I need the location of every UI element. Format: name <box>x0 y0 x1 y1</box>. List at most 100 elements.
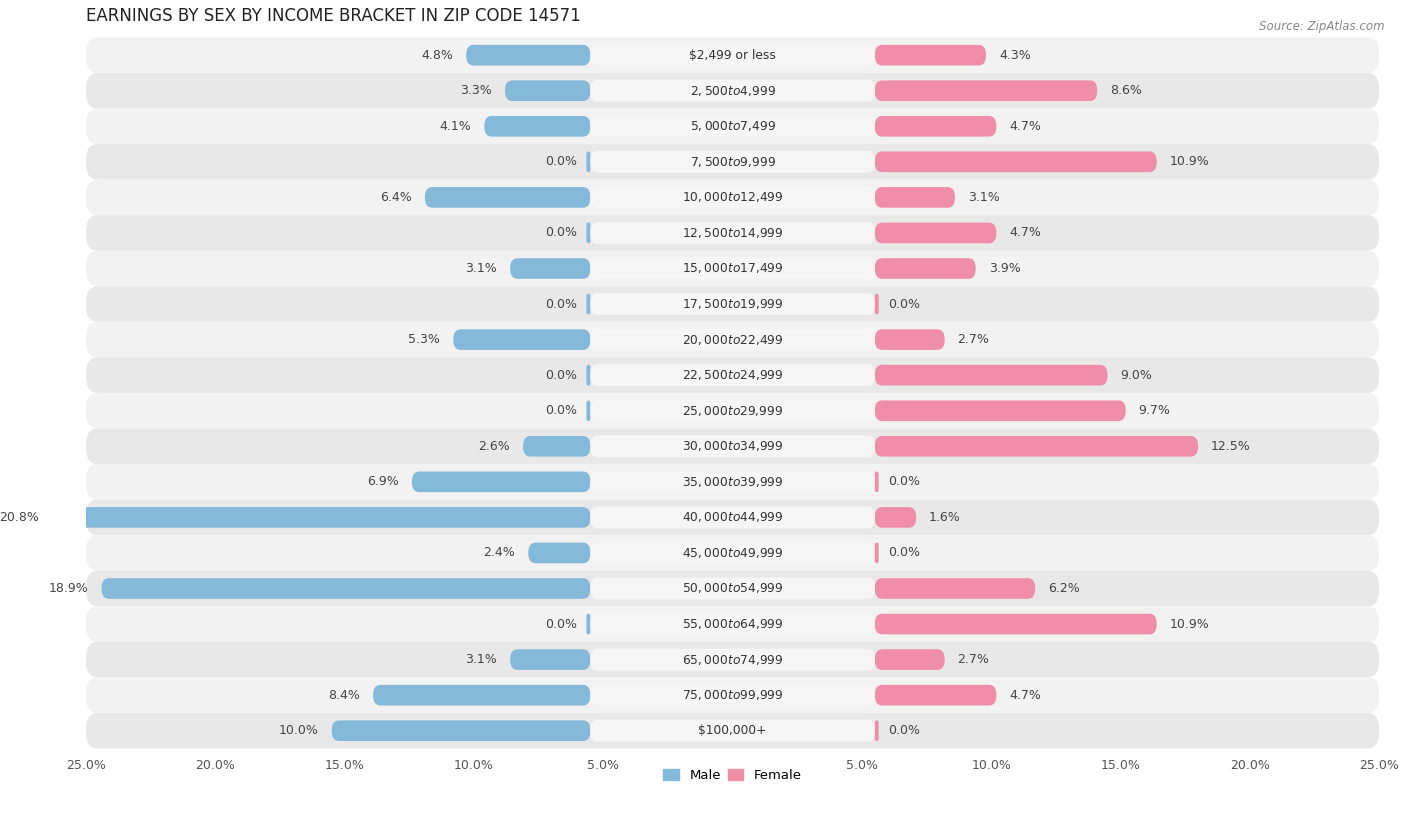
Text: $75,000 to $99,999: $75,000 to $99,999 <box>682 688 783 702</box>
FancyBboxPatch shape <box>86 464 1379 500</box>
FancyBboxPatch shape <box>591 80 875 102</box>
FancyBboxPatch shape <box>591 720 875 741</box>
Text: 8.6%: 8.6% <box>1111 85 1142 98</box>
FancyBboxPatch shape <box>591 649 875 671</box>
Text: $17,500 to $19,999: $17,500 to $19,999 <box>682 297 783 311</box>
Text: $55,000 to $64,999: $55,000 to $64,999 <box>682 617 783 631</box>
Text: 0.0%: 0.0% <box>887 546 920 559</box>
FancyBboxPatch shape <box>875 720 879 741</box>
Text: $15,000 to $17,499: $15,000 to $17,499 <box>682 262 783 276</box>
FancyBboxPatch shape <box>86 180 1379 215</box>
FancyBboxPatch shape <box>591 506 875 528</box>
FancyBboxPatch shape <box>86 641 1379 677</box>
FancyBboxPatch shape <box>86 286 1379 322</box>
FancyBboxPatch shape <box>591 364 875 386</box>
Text: 0.0%: 0.0% <box>546 368 578 381</box>
Text: 3.1%: 3.1% <box>465 262 498 275</box>
Text: 4.3%: 4.3% <box>998 49 1031 62</box>
Text: 4.7%: 4.7% <box>1010 689 1042 702</box>
Text: 10.9%: 10.9% <box>1170 155 1209 168</box>
FancyBboxPatch shape <box>591 328 875 350</box>
Text: 0.0%: 0.0% <box>546 298 578 311</box>
Text: $100,000+: $100,000+ <box>699 724 766 737</box>
FancyBboxPatch shape <box>86 677 1379 713</box>
Text: 6.2%: 6.2% <box>1047 582 1080 595</box>
FancyBboxPatch shape <box>591 258 875 280</box>
FancyBboxPatch shape <box>875 45 986 66</box>
Text: 6.9%: 6.9% <box>367 476 399 489</box>
FancyBboxPatch shape <box>591 542 875 564</box>
FancyBboxPatch shape <box>86 108 1379 144</box>
FancyBboxPatch shape <box>591 685 875 706</box>
FancyBboxPatch shape <box>875 329 945 350</box>
FancyBboxPatch shape <box>86 73 1379 108</box>
FancyBboxPatch shape <box>875 223 997 243</box>
FancyBboxPatch shape <box>875 80 1097 101</box>
FancyBboxPatch shape <box>586 223 591 243</box>
Text: 0.0%: 0.0% <box>546 618 578 631</box>
Text: 10.9%: 10.9% <box>1170 618 1209 631</box>
FancyBboxPatch shape <box>86 713 1379 749</box>
FancyBboxPatch shape <box>86 250 1379 286</box>
FancyBboxPatch shape <box>373 685 591 706</box>
Text: 2.4%: 2.4% <box>484 546 516 559</box>
Text: 3.3%: 3.3% <box>460 85 492 98</box>
FancyBboxPatch shape <box>86 322 1379 358</box>
FancyBboxPatch shape <box>586 614 591 634</box>
FancyBboxPatch shape <box>467 45 591 66</box>
FancyBboxPatch shape <box>453 329 591 350</box>
FancyBboxPatch shape <box>86 215 1379 250</box>
FancyBboxPatch shape <box>875 401 1126 421</box>
Text: 0.0%: 0.0% <box>546 404 578 417</box>
Text: 0.0%: 0.0% <box>546 155 578 168</box>
Text: EARNINGS BY SEX BY INCOME BRACKET IN ZIP CODE 14571: EARNINGS BY SEX BY INCOME BRACKET IN ZIP… <box>86 7 581 25</box>
FancyBboxPatch shape <box>586 293 591 315</box>
FancyBboxPatch shape <box>591 186 875 208</box>
FancyBboxPatch shape <box>86 393 1379 428</box>
FancyBboxPatch shape <box>875 187 955 207</box>
Text: $50,000 to $54,999: $50,000 to $54,999 <box>682 581 783 595</box>
FancyBboxPatch shape <box>86 571 1379 606</box>
Text: 4.8%: 4.8% <box>422 49 453 62</box>
Text: 2.7%: 2.7% <box>957 333 990 346</box>
FancyBboxPatch shape <box>86 606 1379 641</box>
Text: $7,500 to $9,999: $7,500 to $9,999 <box>689 154 776 169</box>
Text: 2.7%: 2.7% <box>957 653 990 666</box>
FancyBboxPatch shape <box>484 116 591 137</box>
FancyBboxPatch shape <box>86 535 1379 571</box>
FancyBboxPatch shape <box>875 578 1035 599</box>
FancyBboxPatch shape <box>586 151 591 172</box>
Text: 0.0%: 0.0% <box>546 227 578 240</box>
FancyBboxPatch shape <box>332 720 591 741</box>
Text: 9.0%: 9.0% <box>1121 368 1153 381</box>
Text: 5.3%: 5.3% <box>409 333 440 346</box>
Text: $5,000 to $7,499: $5,000 to $7,499 <box>689 120 776 133</box>
FancyBboxPatch shape <box>529 542 591 563</box>
FancyBboxPatch shape <box>875 293 879 315</box>
FancyBboxPatch shape <box>875 365 1108 385</box>
Text: 0.0%: 0.0% <box>887 724 920 737</box>
Text: 4.7%: 4.7% <box>1010 227 1042 240</box>
FancyBboxPatch shape <box>875 436 1198 457</box>
FancyBboxPatch shape <box>86 37 1379 73</box>
Text: 3.1%: 3.1% <box>465 653 498 666</box>
Text: 9.7%: 9.7% <box>1139 404 1170 417</box>
FancyBboxPatch shape <box>591 400 875 422</box>
FancyBboxPatch shape <box>875 259 976 279</box>
Text: 1.6%: 1.6% <box>929 511 960 524</box>
Text: $30,000 to $34,999: $30,000 to $34,999 <box>682 439 783 454</box>
FancyBboxPatch shape <box>510 259 591 279</box>
Text: Source: ZipAtlas.com: Source: ZipAtlas.com <box>1260 20 1385 33</box>
Text: $40,000 to $44,999: $40,000 to $44,999 <box>682 511 783 524</box>
FancyBboxPatch shape <box>591 44 875 66</box>
FancyBboxPatch shape <box>586 365 591 385</box>
FancyBboxPatch shape <box>875 507 917 528</box>
FancyBboxPatch shape <box>52 507 591 528</box>
FancyBboxPatch shape <box>101 578 591 599</box>
FancyBboxPatch shape <box>875 614 1157 634</box>
FancyBboxPatch shape <box>875 685 997 706</box>
FancyBboxPatch shape <box>86 428 1379 464</box>
Text: 3.9%: 3.9% <box>988 262 1021 275</box>
FancyBboxPatch shape <box>86 358 1379 393</box>
FancyBboxPatch shape <box>86 500 1379 535</box>
